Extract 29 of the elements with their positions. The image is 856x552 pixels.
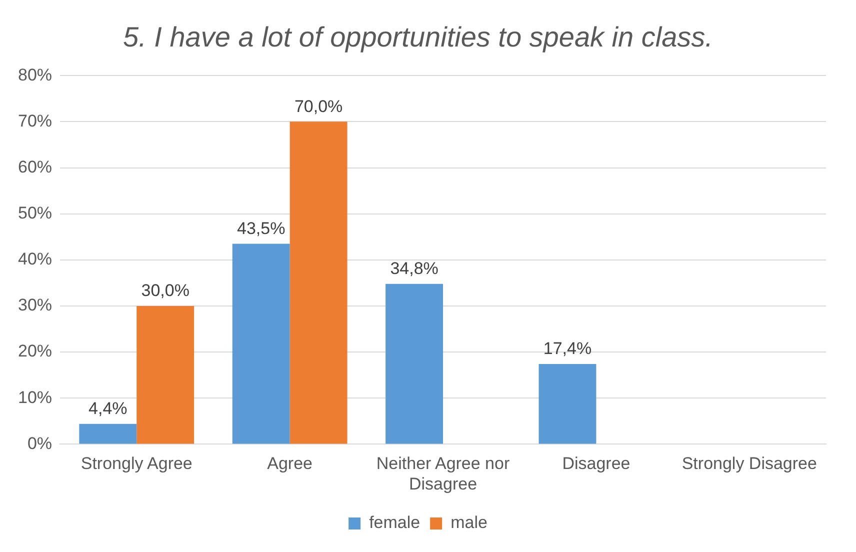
- x-tick-label: Strongly Disagree: [682, 454, 817, 474]
- y-tick-label: 20%: [18, 342, 52, 361]
- x-tick-label: Agree: [267, 454, 313, 474]
- y-tick-label: 70%: [18, 111, 52, 130]
- data-label: 4,4%: [88, 399, 128, 418]
- y-tick-label: 50%: [18, 204, 52, 223]
- x-tick-label: Disagree: [562, 454, 630, 474]
- bar: [290, 122, 348, 444]
- y-tick-label: 30%: [18, 296, 52, 315]
- chart-title: 5. I have a lot of opportunities to speak in class.: [123, 22, 713, 53]
- y-tick-label: 0%: [27, 434, 52, 453]
- data-label: 17,4%: [543, 339, 592, 358]
- data-label: 30,0%: [141, 281, 190, 300]
- bar: [232, 244, 290, 444]
- data-label: 34,8%: [390, 259, 438, 278]
- legend-label: male: [450, 513, 488, 532]
- y-tick-label: 10%: [18, 388, 52, 407]
- data-label: 70,0%: [294, 96, 343, 116]
- bar: [386, 284, 444, 444]
- x-tick-label: Strongly Agree: [80, 454, 192, 474]
- y-tick-label: 80%: [18, 65, 52, 84]
- legend-label: female: [369, 513, 420, 532]
- bar: [79, 424, 137, 444]
- bar: [538, 364, 596, 444]
- y-tick-label: 40%: [18, 250, 52, 269]
- bar: [136, 306, 194, 444]
- y-tick-label: 60%: [18, 157, 52, 176]
- x-tick-label: Neither Agree nor Disagree: [376, 454, 510, 494]
- data-label: 43,5%: [236, 218, 286, 238]
